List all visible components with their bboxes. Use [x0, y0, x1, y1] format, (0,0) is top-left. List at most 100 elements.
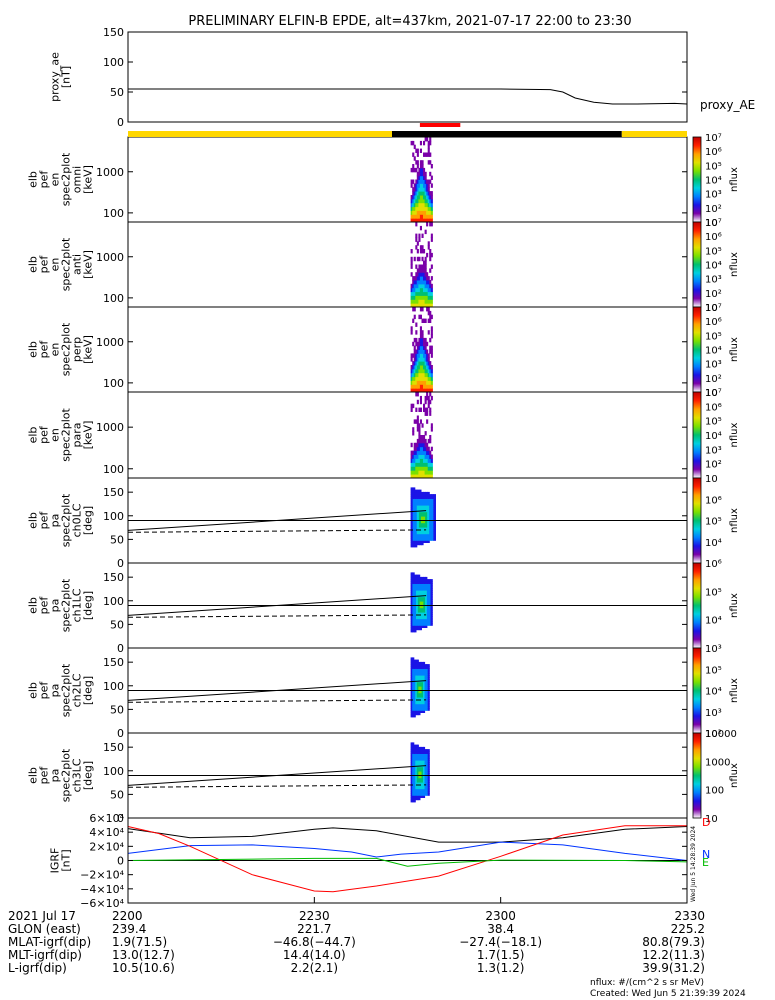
spec-perp-ylabel-line: spec2plot — [60, 322, 73, 376]
spec-omni-ytick-label: 100 — [103, 207, 124, 220]
spec-perp-ylabel-line: en — [49, 343, 62, 357]
pa-ch3-ylabel-line: pef — [38, 766, 51, 785]
igrf-series-line — [127, 826, 688, 843]
proxy_ae-ytick-label: 50 — [110, 86, 124, 99]
spec-para-colorbar-tick: 10³ — [705, 445, 722, 456]
spec-omni-ylabel-line: [keV] — [82, 165, 95, 194]
pa-ch1-colorbar-tick: 10⁵ — [705, 587, 722, 598]
pa-ch3-ylabel-line: elb — [27, 767, 40, 784]
spec-anti-colorbar-tick: 10⁴ — [705, 261, 722, 272]
pa-ch2-ylabel-line: [deg] — [82, 676, 95, 705]
pa-ch2-colorbar-tick: 10² — [705, 729, 722, 740]
igrf-series-line — [127, 825, 687, 893]
spec-para-ylabel-line: elb — [27, 427, 40, 444]
igrf-series-line — [127, 857, 688, 867]
spec-anti-colorbar — [692, 221, 702, 308]
x-axis-cell: 12.2(11.3) — [642, 948, 705, 962]
igrf-component-label: E — [702, 856, 709, 869]
spec-omni-colorbar — [692, 136, 702, 223]
pa-ch1-ylabel-line: ch1LC — [71, 588, 84, 622]
spec-omni-ylabel-line: en — [49, 173, 62, 187]
spec-para-ytick-label: 100 — [103, 463, 124, 476]
proxy_ae-ytick-label: 100 — [103, 56, 124, 69]
spec-para-ylabel-line: para — [71, 423, 84, 448]
x-axis-cell: 13.0(12.7) — [112, 948, 175, 962]
spec-anti-ylabel-line: [keV] — [82, 250, 95, 279]
x-axis-cell: 1.7(1.5) — [477, 948, 525, 962]
spec-perp-ytick-label: 1000 — [96, 336, 124, 349]
pa-ch0-ytick-label: 100 — [103, 510, 124, 523]
spec-anti-ytick-label: 100 — [103, 292, 124, 305]
proxy_ae-plot-area — [128, 32, 687, 122]
igrf-component-label: N — [702, 848, 710, 861]
pa-ch0-ylabel-line: elb — [27, 512, 40, 529]
pa-ch2-colorbar-tick: 10³ — [705, 708, 722, 719]
pa-ch0-spectrogram — [410, 487, 436, 548]
spec-para-colorbar-tick: 10⁷ — [705, 388, 722, 399]
pa-ch3-ytick-label: 50 — [110, 788, 124, 801]
pa-ch2-ylabel-line: ch2LC — [71, 673, 84, 707]
spec-perp-colorbar-label: nflux — [729, 337, 740, 362]
pa-ch3-colorbar-tick: 1000 — [705, 757, 730, 768]
pa-ch0-ytick-label: 50 — [110, 533, 124, 546]
spec-para-ytick-label: 1000 — [96, 421, 124, 434]
pa-ch2-colorbar — [692, 647, 702, 734]
igrf-ytick-label: −6×10⁴ — [80, 897, 124, 910]
x-axis-cell: 38.4 — [487, 922, 514, 936]
pa-ch2-ylabel-line: pef — [38, 681, 51, 700]
pa-ch1-ytick-label: 0 — [117, 642, 124, 655]
science-zone-bar — [419, 123, 461, 127]
pa-ch3-ytick-label: 0 — [117, 812, 124, 825]
pa-ch0-ylabel-line: [deg] — [82, 506, 95, 535]
spec-anti-colorbar-tick: 10² — [705, 289, 722, 300]
igrf-ytick-label: 4×10⁴ — [89, 826, 124, 839]
x-axis-cell: 221.7 — [297, 922, 331, 936]
spec-omni-ytick-label: 1000 — [96, 166, 124, 179]
orbit-sunlight-segment — [128, 131, 392, 137]
proxy_ae-ylabel-line: [nT] — [60, 66, 73, 88]
spec-perp-colorbar-tick: 10⁵ — [705, 331, 722, 342]
x-axis-cell: 2300 — [485, 909, 516, 923]
pa-ch1-ylabel-line: [deg] — [82, 591, 95, 620]
pa-ch3-anti-loss-cone-line — [127, 784, 427, 788]
pa-ch3-colorbar-tick: 100 — [705, 786, 724, 797]
spec-para-colorbar-tick: 10⁶ — [705, 402, 722, 413]
status-bars — [128, 123, 687, 137]
pa-ch3-colorbar-label: nflux — [729, 763, 740, 788]
x-axis-cell: 2330 — [674, 909, 705, 923]
spec-perp-ylabel-line: elb — [27, 341, 40, 358]
spec-para-colorbar-tick: 10⁴ — [705, 431, 722, 442]
spec-para-ylabel-line: en — [49, 428, 62, 442]
pa-ch1-colorbar-label: nflux — [729, 593, 740, 618]
x-axis-cell: 2230 — [299, 909, 330, 923]
spec-omni-colorbar-tick: 10⁵ — [705, 161, 722, 172]
spec-para-colorbar-tick: 10 — [705, 474, 718, 485]
spec-perp-colorbar-tick: 10⁴ — [705, 346, 722, 357]
pa-ch2-ytick-label: 100 — [103, 680, 124, 693]
pa-ch1-ytick-label: 150 — [103, 571, 124, 584]
pa-ch2-anti-loss-cone-line — [127, 699, 427, 703]
pa-ch1-ylabel-line: pef — [38, 596, 51, 615]
spec-perp-ylabel-line: perp — [71, 337, 84, 362]
pa-ch0-anti-loss-cone-line — [127, 529, 427, 533]
pa-ch1-ylabel-line: spec2plot — [60, 578, 73, 632]
pa-ch0-ytick-label: 150 — [103, 486, 124, 499]
orbit-sunlight-segment — [621, 131, 687, 137]
spec-para-colorbar — [692, 391, 702, 479]
pa-ch1-ytick-label: 100 — [103, 595, 124, 608]
spec-perp-ytick-label: 100 — [103, 377, 124, 390]
x-axis-cell: 2200 — [112, 909, 143, 923]
spec-para-ylabel-line: pef — [38, 425, 51, 444]
spec-anti-colorbar-tick: 10⁵ — [705, 246, 722, 257]
pa-ch1-colorbar-tick: 10⁶ — [705, 559, 722, 570]
figure-title: PRELIMINARY ELFIN-B EPDE, alt=437km, 202… — [188, 14, 631, 29]
spec-para-plot-area — [128, 392, 687, 478]
x-axis-cell: 10.5(10.6) — [112, 961, 175, 975]
x-axis-row-label: MLT-igrf(dip) — [8, 948, 82, 962]
spec-anti-colorbar-tick: 10⁶ — [705, 232, 722, 243]
igrf-component-label: D — [702, 816, 710, 829]
x-axis-cell: −46.8(−44.7) — [273, 935, 356, 949]
spec-omni-colorbar-tick: 10² — [705, 204, 722, 215]
